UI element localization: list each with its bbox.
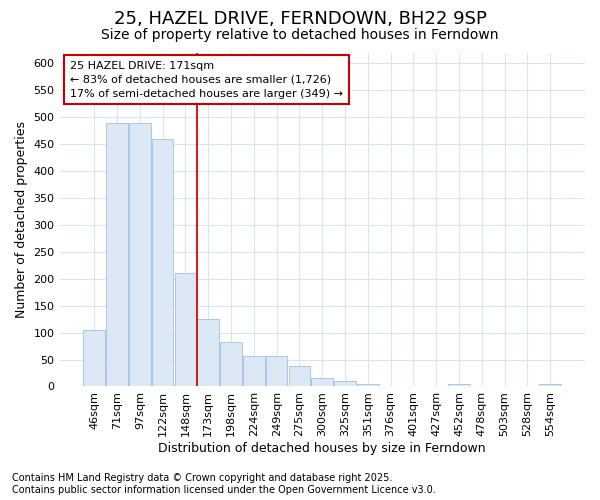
Bar xyxy=(357,384,379,386)
Bar xyxy=(334,381,356,386)
Bar xyxy=(289,366,310,386)
Y-axis label: Number of detached properties: Number of detached properties xyxy=(15,121,28,318)
Bar xyxy=(106,122,128,386)
Bar xyxy=(539,384,561,386)
X-axis label: Distribution of detached houses by size in Ferndown: Distribution of detached houses by size … xyxy=(158,442,486,455)
Bar xyxy=(220,342,242,386)
Text: 25 HAZEL DRIVE: 171sqm
← 83% of detached houses are smaller (1,726)
17% of semi-: 25 HAZEL DRIVE: 171sqm ← 83% of detached… xyxy=(70,61,343,99)
Text: Size of property relative to detached houses in Ferndown: Size of property relative to detached ho… xyxy=(101,28,499,42)
Bar xyxy=(175,274,196,386)
Bar xyxy=(83,330,105,386)
Bar xyxy=(448,384,470,386)
Bar xyxy=(266,356,287,386)
Bar xyxy=(197,319,219,386)
Bar xyxy=(152,138,173,386)
Bar xyxy=(243,356,265,386)
Bar xyxy=(311,378,333,386)
Text: 25, HAZEL DRIVE, FERNDOWN, BH22 9SP: 25, HAZEL DRIVE, FERNDOWN, BH22 9SP xyxy=(113,10,487,28)
Text: Contains HM Land Registry data © Crown copyright and database right 2025.
Contai: Contains HM Land Registry data © Crown c… xyxy=(12,474,436,495)
Bar xyxy=(129,122,151,386)
